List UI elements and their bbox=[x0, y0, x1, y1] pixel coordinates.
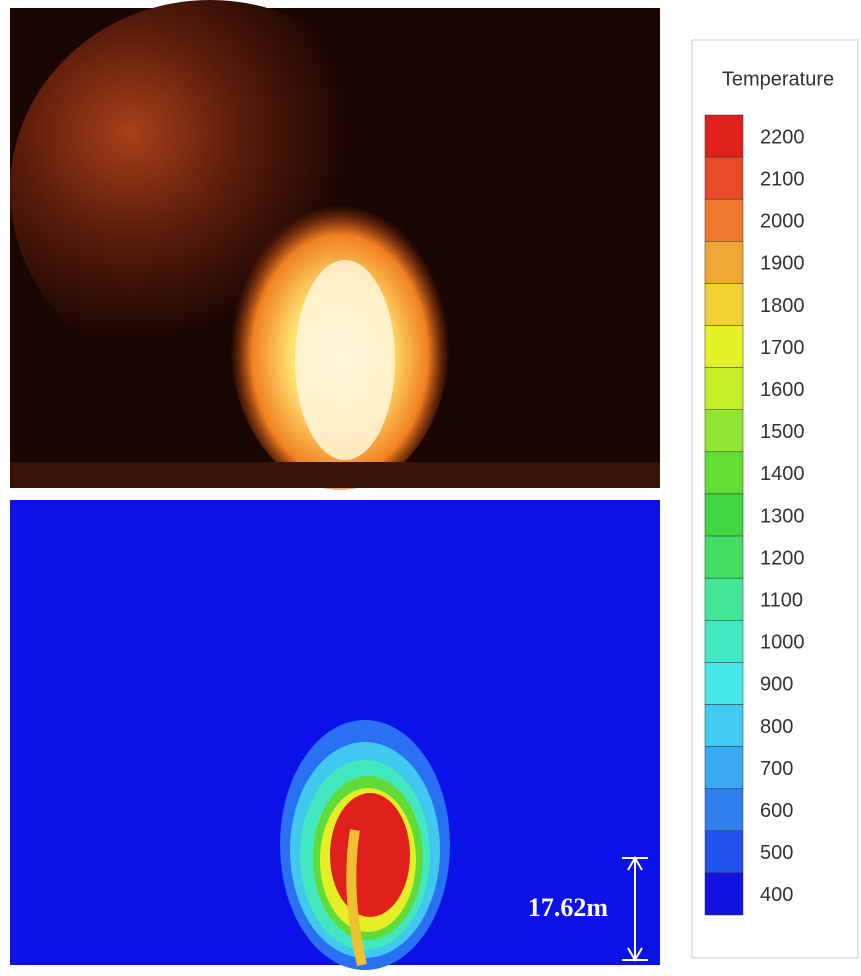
legend-label: 1300 bbox=[760, 505, 805, 527]
legend-label: 500 bbox=[760, 842, 793, 864]
legend-label: 700 bbox=[760, 758, 793, 780]
legend-swatch bbox=[705, 704, 743, 746]
legend-swatch bbox=[705, 831, 743, 873]
legend-label: 2000 bbox=[760, 211, 805, 233]
legend-swatch bbox=[705, 241, 743, 283]
legend-label: 2100 bbox=[760, 168, 805, 190]
legend-swatch bbox=[705, 283, 743, 325]
simulation: 17.62m bbox=[10, 500, 660, 970]
annotation: 17.62m bbox=[528, 893, 609, 922]
legend-swatch bbox=[705, 494, 743, 536]
legend-title: Temperature bbox=[722, 68, 834, 90]
legend-swatch bbox=[705, 620, 743, 662]
legend-label: 1800 bbox=[760, 295, 805, 317]
legend-swatch bbox=[705, 789, 743, 831]
legend-label: 1000 bbox=[760, 632, 805, 654]
legend-label: 1600 bbox=[760, 379, 805, 401]
legend-swatch bbox=[705, 747, 743, 789]
legend: Temperature 2200 2100 2000 1900 1800 1700 1600… bbox=[692, 40, 858, 958]
legend-label: 2200 bbox=[760, 126, 805, 148]
legend-swatch bbox=[705, 157, 743, 199]
legend-swatch bbox=[705, 368, 743, 410]
legend-label: 1500 bbox=[760, 421, 805, 443]
legend-swatch bbox=[705, 115, 743, 157]
legend-label: 1200 bbox=[760, 547, 805, 569]
photo bbox=[10, 0, 660, 490]
legend-label: 400 bbox=[760, 884, 793, 906]
legend-swatch bbox=[705, 452, 743, 494]
legend-label: 1700 bbox=[760, 337, 805, 359]
legend-label: 1400 bbox=[760, 463, 805, 485]
legend-label: 1900 bbox=[760, 253, 805, 275]
figure: 17.62m Temperature 2200 2100 2000 1900 1800 1… bbox=[0, 0, 861, 971]
legend-label: 900 bbox=[760, 674, 793, 696]
legend-swatch bbox=[705, 873, 743, 915]
legend-label: 1100 bbox=[760, 589, 803, 611]
legend-swatch bbox=[705, 199, 743, 241]
legend-swatch bbox=[705, 410, 743, 452]
legend-swatch bbox=[705, 662, 743, 704]
legend-swatch bbox=[705, 326, 743, 368]
legend-swatch bbox=[705, 578, 743, 620]
legend-label: 800 bbox=[760, 716, 793, 738]
legend-swatch bbox=[705, 536, 743, 578]
legend-label: 600 bbox=[760, 800, 793, 822]
